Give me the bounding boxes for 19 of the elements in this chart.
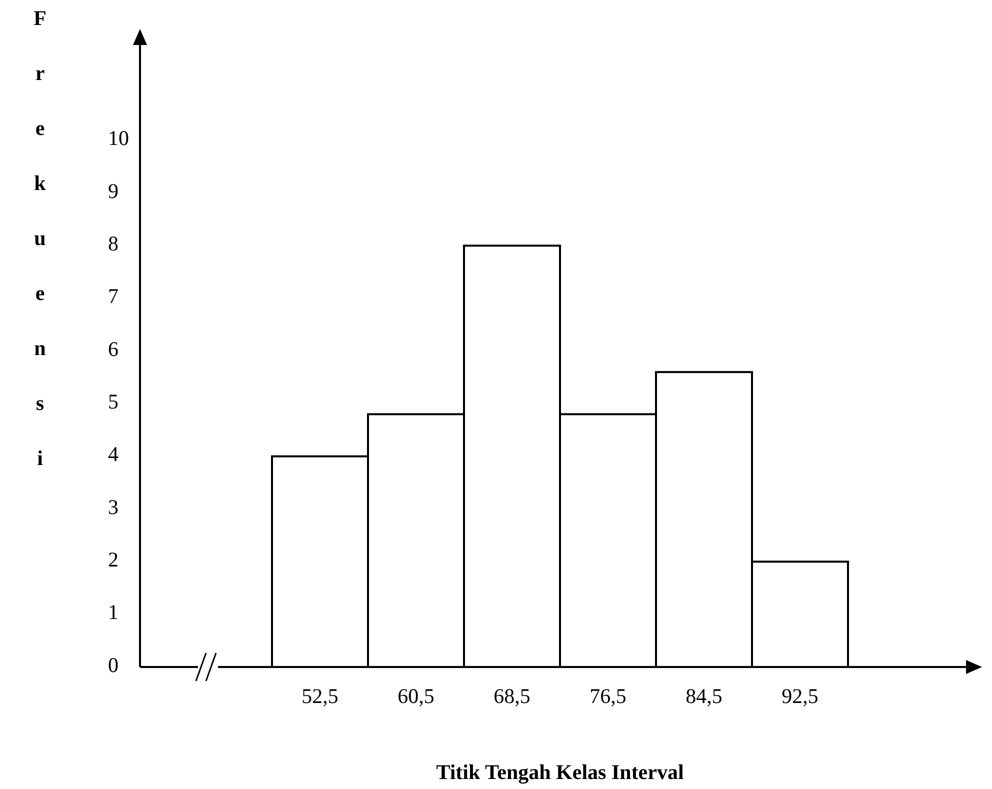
x-tick-label: 60,5 bbox=[398, 684, 434, 708]
y-tick-label: 0 bbox=[108, 652, 118, 677]
y-tick-label: 4 bbox=[108, 442, 119, 466]
y-tick-label: 5 bbox=[108, 389, 118, 414]
y-tick-label: 6 bbox=[108, 336, 118, 361]
x-axis-title: Titik Tengah Kelas Interval bbox=[436, 760, 684, 784]
y-tick-label: 9 bbox=[108, 178, 118, 203]
x-tick-label: 76,5 bbox=[590, 684, 626, 708]
x-tick-label: 84,5 bbox=[686, 684, 722, 708]
y-tick-label: 10 bbox=[108, 126, 129, 150]
y-tick-label: 3 bbox=[108, 494, 118, 519]
y-tick-label: 2 bbox=[108, 547, 118, 572]
x-tick-label: 52,5 bbox=[302, 684, 338, 708]
x-tick-label: 92,5 bbox=[782, 684, 818, 708]
x-tick-label: 68,5 bbox=[494, 684, 530, 708]
y-tick-label: 8 bbox=[108, 231, 118, 256]
text: Frekuensi bbox=[34, 6, 46, 470]
y-tick-label: 1 bbox=[108, 600, 118, 624]
y-tick-label: 7 bbox=[108, 284, 118, 308]
